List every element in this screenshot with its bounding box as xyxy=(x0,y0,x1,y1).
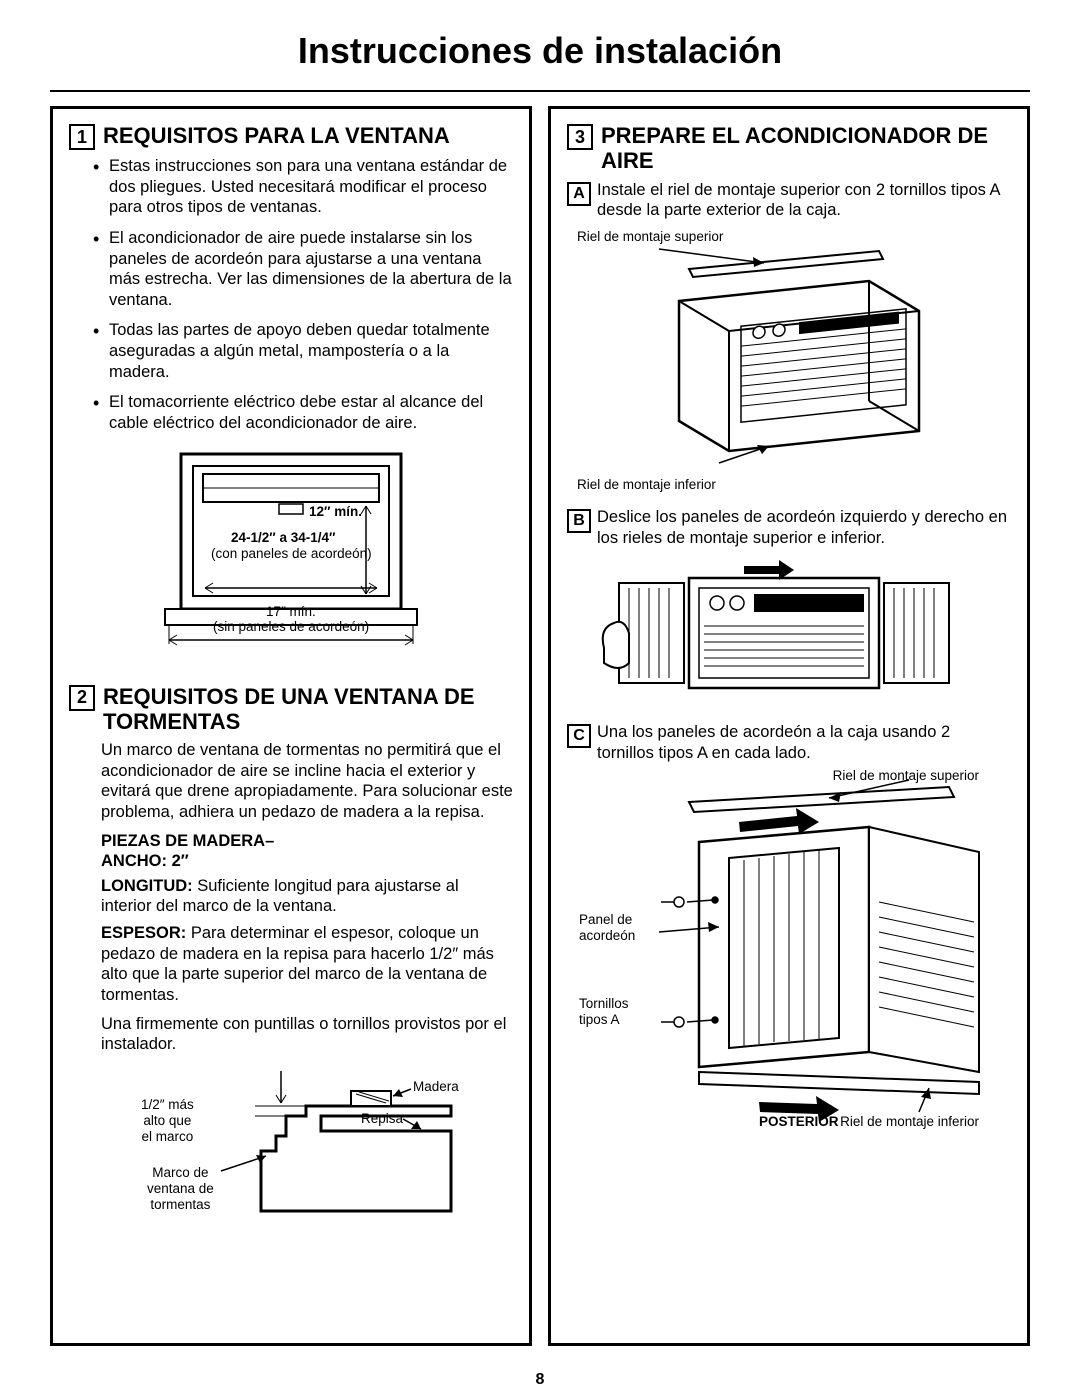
section-3-heading: 3 PREPARE EL ACONDICIONADOR DE AIRE xyxy=(567,123,1011,174)
label-rail-bottom-C: Riel de montaje inferior xyxy=(840,1114,979,1130)
label-repisa: Repisa xyxy=(361,1111,403,1127)
bullet-item: Estas instrucciones son para una ventana… xyxy=(109,156,513,218)
step-letter-A: A xyxy=(567,182,591,206)
longitud-line: LONGITUD: Suficiente longitud para ajust… xyxy=(69,876,513,917)
label-rail-bottom-A: Riel de montaje inferior xyxy=(577,477,1011,493)
step-number-1: 1 xyxy=(69,124,95,150)
longitud-label: LONGITUD: xyxy=(101,877,193,895)
dim-range: 24-1/2″ a 34-1/4″ xyxy=(231,530,336,546)
section-3-title: PREPARE EL ACONDICIONADOR DE AIRE xyxy=(601,123,1011,174)
step-B: B Deslice los paneles de acordeón izquie… xyxy=(567,507,1011,548)
label-rail-top-C: Riel de montaje superior xyxy=(833,768,979,784)
dim-range-note: (con paneles de acordeón) xyxy=(211,546,372,562)
two-column-layout: 1 REQUISITOS PARA LA VENTANA Estas instr… xyxy=(50,106,1030,1346)
section-2-heading: 2 REQUISITOS DE UNA VENTANA DE TORMENTAS xyxy=(69,684,513,735)
section-2-final: Una firmemente con puntillas o tornillos… xyxy=(69,1014,513,1055)
label-half-above: 1/2″ más alto que el marco xyxy=(141,1097,194,1146)
step-C: C Una los paneles de acordeón a la caja … xyxy=(567,722,1011,763)
ancho-label: ANCHO: 2″ xyxy=(69,851,513,872)
storm-window-diagram: Madera Repisa 1/2″ más alto que el marco… xyxy=(111,1061,471,1231)
label-panel: Panel de acordeón xyxy=(579,912,635,944)
step-A-text: Instale el riel de montaje superior con … xyxy=(597,180,1011,221)
dim-17note: (sin paneles de acordeón) xyxy=(213,619,369,635)
step-B-text: Deslice los paneles de acordeón izquierd… xyxy=(597,507,1011,548)
label-marco: Marco de ventana de tormentas xyxy=(147,1165,214,1214)
step-letter-B: B xyxy=(567,509,591,533)
page-number: 8 xyxy=(0,1371,1080,1389)
horizontal-rule xyxy=(50,90,1030,92)
section-2-intro: Un marco de ventana de tormentas no perm… xyxy=(69,740,513,823)
window-diagram: 12″ mín. 24-1/2″ a 34-1/4″ (con paneles … xyxy=(141,444,441,664)
right-column: 3 PREPARE EL ACONDICIONADOR DE AIRE A In… xyxy=(548,106,1030,1346)
label-madera: Madera xyxy=(413,1079,459,1095)
bullet-item: El tomacorriente eléctrico debe estar al… xyxy=(109,392,513,433)
label-posterior: POSTERIOR xyxy=(759,1114,839,1130)
accordion-slide-diagram xyxy=(589,558,989,708)
ac-unit-diagram xyxy=(619,241,959,471)
step-letter-C: C xyxy=(567,724,591,748)
section-1-bullets: Estas instrucciones son para una ventana… xyxy=(69,156,513,434)
piezas-label: PIEZAS DE MADERA– xyxy=(69,831,513,852)
dim-17min: 17″ mín. xyxy=(266,604,316,620)
bullet-item: El acondicionador de aire puede instalar… xyxy=(109,228,513,311)
label-screws: Tornillos tipos A xyxy=(579,996,629,1028)
espesor-line: ESPESOR: Para determinar el espesor, col… xyxy=(69,923,513,1006)
section-2-title: REQUISITOS DE UNA VENTANA DE TORMENTAS xyxy=(103,684,513,735)
dim-12min: 12″ mín. xyxy=(309,504,362,520)
bullet-item: Todas las partes de apoyo deben quedar t… xyxy=(109,320,513,382)
step-number-3: 3 xyxy=(567,124,593,150)
step-A: A Instale el riel de montaje superior co… xyxy=(567,180,1011,221)
section-1-heading: 1 REQUISITOS PARA LA VENTANA xyxy=(69,123,513,150)
step-C-text: Una los paneles de acordeón a la caja us… xyxy=(597,722,1011,763)
left-column: 1 REQUISITOS PARA LA VENTANA Estas instr… xyxy=(50,106,532,1346)
espesor-label: ESPESOR: xyxy=(101,924,186,942)
step-number-2: 2 xyxy=(69,685,95,711)
page-title: Instrucciones de instalación xyxy=(50,30,1030,72)
section-1-title: REQUISITOS PARA LA VENTANA xyxy=(103,123,450,148)
accordion-attach-diagram: Riel de montaje superior Panel de acorde… xyxy=(569,772,1009,1132)
